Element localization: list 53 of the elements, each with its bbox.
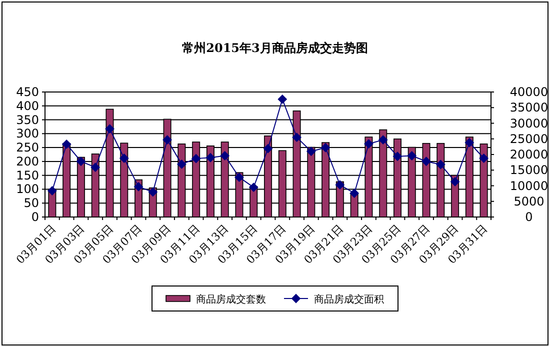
point [48,186,57,196]
point [192,154,201,164]
point [364,139,374,148]
y-tick-label: 200 [16,154,39,168]
point [76,156,86,166]
legend-label: 商品房成交套数 [196,294,266,306]
y2-tick-label: 0 [525,210,533,224]
y-tick-label: 50 [24,196,39,210]
point [234,172,244,182]
point [422,156,431,166]
y2-tick-label: 30000 [510,116,548,130]
point [105,124,114,134]
point [264,144,272,154]
y-tick-label: 350 [16,112,39,127]
y-tick-label: 300 [16,126,39,141]
point [436,160,446,169]
chart-title: 常州2015年3月商品房成交走势图 [182,41,368,55]
y2-tick-label: 10000 [510,178,548,193]
point [162,135,172,144]
y2-tick-label: 15000 [510,163,548,178]
point [148,188,158,196]
point [350,188,359,198]
y2-tick-label: 35000 [510,100,548,115]
y2-tick-label: 20000 [510,148,548,162]
point [306,146,316,156]
point [378,135,388,144]
y-tick-label: 400 [16,98,39,113]
point [90,162,100,172]
point [249,182,258,192]
point [479,154,488,163]
point [220,151,230,160]
point [206,153,215,162]
y-tick-label: 250 [16,140,39,155]
point [392,152,402,161]
point [134,182,144,192]
point [335,180,344,190]
y-tick-label: 150 [16,168,39,182]
y2-tick-label: 25000 [510,132,548,146]
y-tick-label: 100 [16,182,39,196]
point [464,138,474,148]
point [292,132,302,142]
point [278,94,287,104]
y-tick-label: 0 [31,210,39,224]
point [120,154,129,163]
legend-label: 商品房成交面积 [314,294,384,306]
point [407,151,416,160]
y2-tick-label: 40000 [510,85,548,99]
y2-tick-label: 5000 [514,194,544,208]
point [450,177,460,186]
point [177,160,186,169]
y-tick-label: 450 [16,85,39,99]
point [321,143,330,152]
point [62,140,72,149]
